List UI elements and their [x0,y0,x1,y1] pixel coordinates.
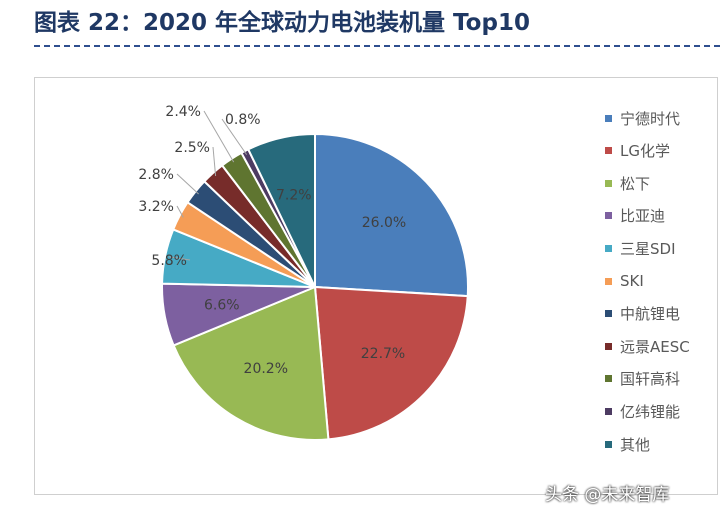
watermark: 头条 @未来智库 [545,485,670,505]
data-label-slice-10: 7.2% [276,188,312,204]
data-label-slice-8: 2.4% [165,104,201,120]
title-divider [34,45,720,47]
legend-label: 三星SDI [620,239,676,258]
legend-label: 宁德时代 [620,109,681,128]
leader-line-aesc [212,146,217,177]
page-title: 图表 22：2020 年全球动力电池装机量 Top10 [34,10,530,36]
data-label-sdi: 5.8% [151,253,187,269]
legend-swatch [605,407,612,415]
legend-label: 国轩高科 [620,370,681,389]
legend-swatch [605,212,612,220]
legend-label: 亿纬锂能 [620,402,681,421]
legend-item-slice-2: 松下 [605,173,650,193]
leader-line-slice-9 [221,118,248,155]
legend-label: 远景AESC [620,337,690,356]
data-label-slice-3: 6.6% [204,297,240,313]
data-label-aesc: 2.5% [174,140,210,156]
legend-item-slice-0: 宁德时代 [605,108,680,128]
legend-item-ski: SKI [605,271,644,291]
data-label-slice-9: 0.8% [225,112,261,128]
legend-label: LG化学 [620,142,670,161]
data-label-lg: 22.7% [361,346,405,362]
legend-item-aesc: 远景AESC [605,336,690,356]
leader-line-slice-6 [176,173,199,195]
leader-line-slice-8 [203,110,235,163]
data-label-slice-6: 2.8% [138,167,174,183]
leader-line-ski [176,205,184,218]
legend-swatch [605,440,612,448]
legend-swatch [605,179,612,187]
legend-label: 中航锂电 [620,305,681,324]
data-label-slice-0: 26.0% [362,215,406,231]
data-label-slice-2: 20.2% [244,361,288,377]
leader-line-sdi [169,256,191,261]
legend-label: SKI [620,272,644,290]
pie-slice-lg [313,285,469,441]
legend-swatch [605,375,612,383]
legend-label: 比亚迪 [620,207,666,226]
legend-item-slice-3: 比亚迪 [605,206,665,226]
legend-swatch [605,147,612,155]
data-label-ski: 3.2% [138,199,174,215]
pie-slice-slice-2 [172,285,330,441]
legend-swatch [605,244,612,252]
pie-slice-slice-10 [246,132,316,288]
legend-swatch [605,310,612,318]
legend-item-slice-8: 国轩高科 [605,369,680,389]
legend-swatch [605,114,612,122]
pie-slice-slice-0 [314,132,469,298]
legend-label: 其他 [620,435,651,454]
legend-item-slice-10: 其他 [605,434,650,454]
legend-label: 松下 [620,174,651,193]
legend-swatch [605,277,612,285]
legend-item-slice-9: 亿纬锂能 [605,401,680,421]
legend-swatch [605,342,612,350]
legend-item-slice-6: 中航锂电 [605,304,680,324]
legend-item-lg: LG化学 [605,141,670,161]
legend-item-sdi: 三星SDI [605,238,676,258]
